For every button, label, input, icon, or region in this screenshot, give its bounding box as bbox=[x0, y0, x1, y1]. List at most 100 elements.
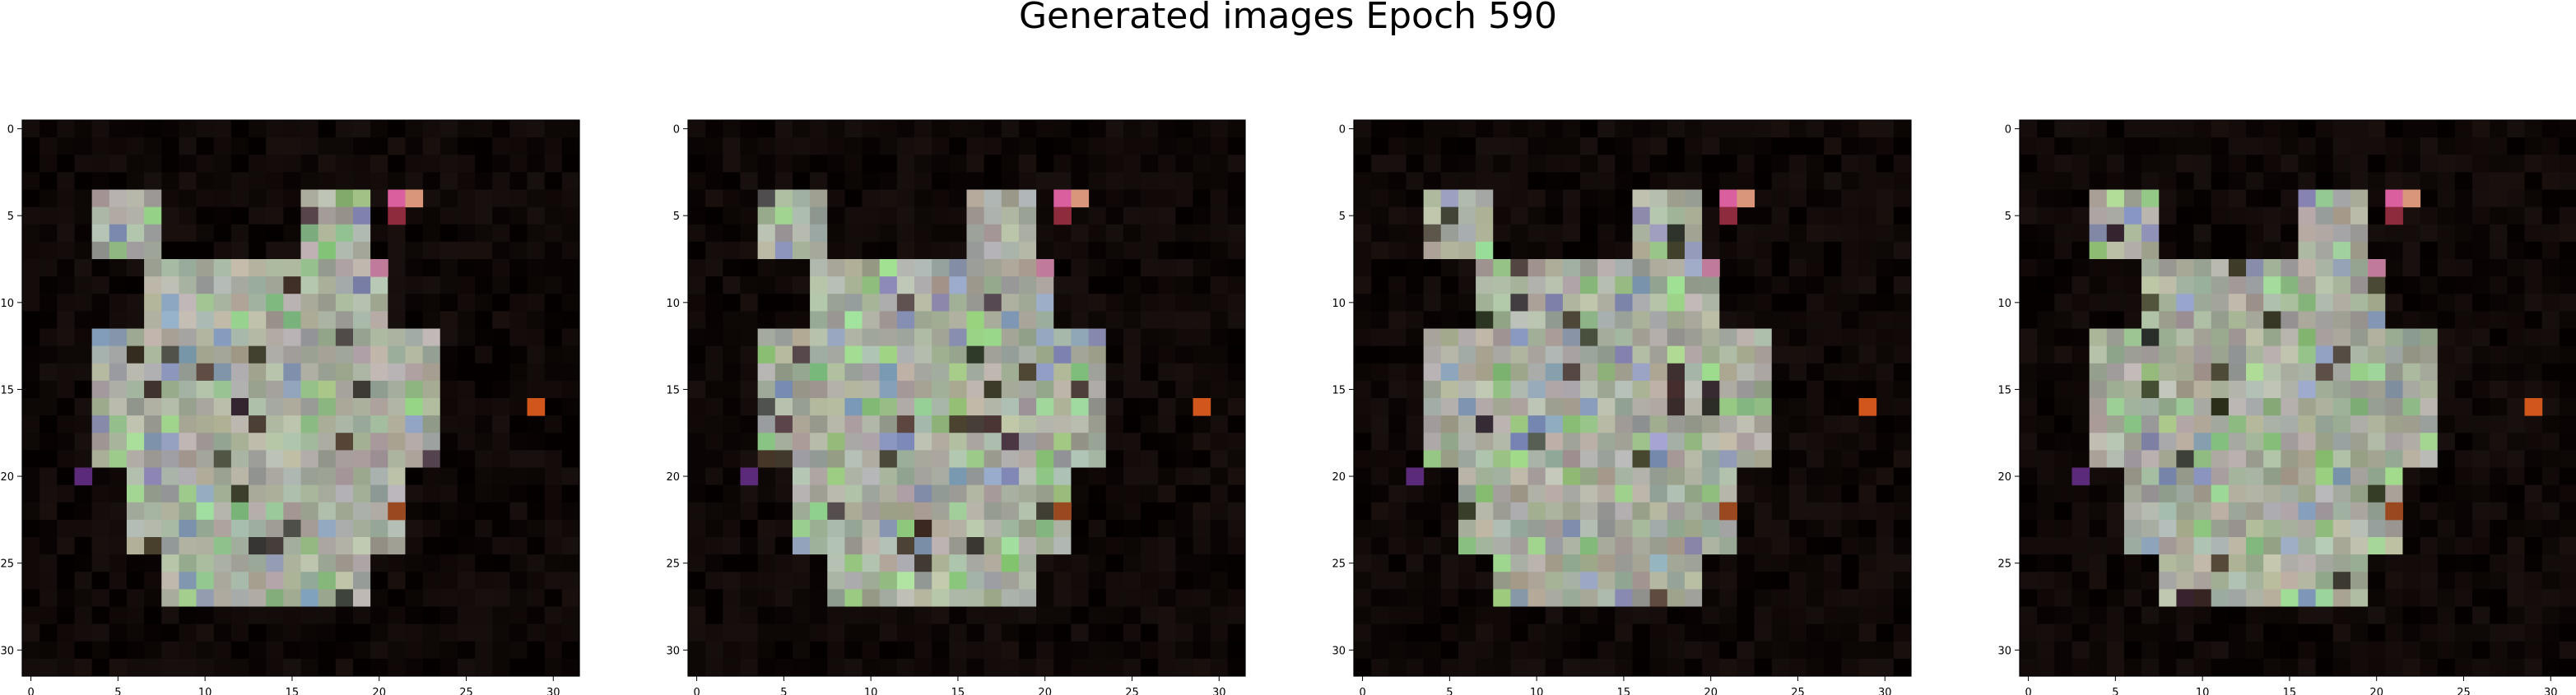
pixel-cell bbox=[2559, 172, 2576, 191]
pixel-cell bbox=[300, 398, 319, 416]
pixel-cell bbox=[1893, 589, 1912, 608]
pixel-cell bbox=[109, 415, 128, 433]
pixel-cell bbox=[422, 467, 441, 486]
pixel-cell bbox=[561, 294, 580, 312]
pixel-cell bbox=[1841, 433, 1860, 451]
pixel-cell bbox=[2159, 380, 2177, 399]
pixel-cell bbox=[126, 172, 145, 191]
pixel-cell bbox=[335, 259, 354, 277]
pixel-cell bbox=[1858, 554, 1877, 572]
pixel-cell bbox=[74, 345, 93, 364]
pixel-cell bbox=[2559, 224, 2576, 243]
pixel-cell bbox=[1354, 328, 1372, 347]
pixel-cell bbox=[266, 450, 284, 469]
pixel-cell bbox=[2159, 467, 2177, 486]
pixel-cell bbox=[492, 363, 510, 382]
x-tick-label: 10 bbox=[864, 687, 878, 695]
pixel-cell bbox=[422, 589, 441, 608]
pixel-cell bbox=[1719, 363, 1737, 382]
pixel-cell bbox=[561, 380, 580, 399]
pixel-cell bbox=[1476, 415, 1494, 433]
pixel-cell bbox=[1406, 502, 1425, 521]
pixel-cell bbox=[1458, 345, 1476, 364]
pixel-cell bbox=[196, 537, 215, 555]
pixel-cell bbox=[2454, 241, 2473, 260]
pixel-cell bbox=[827, 155, 845, 173]
pixel-cell bbox=[196, 641, 215, 660]
pixel-cell bbox=[475, 155, 493, 173]
pixel-cell bbox=[335, 241, 354, 260]
pixel-cell bbox=[1227, 433, 1246, 451]
pixel-cell bbox=[370, 502, 388, 521]
pixel-cell bbox=[1036, 345, 1054, 364]
pixel-cell bbox=[318, 311, 337, 330]
pixel-cell bbox=[2437, 328, 2456, 347]
pixel-cell bbox=[2454, 189, 2473, 208]
pixel-cell bbox=[2315, 259, 2334, 277]
pixel-cell bbox=[439, 259, 458, 277]
pixel-cell bbox=[792, 537, 811, 555]
pixel-cell bbox=[2524, 241, 2543, 260]
pixel-cell bbox=[705, 241, 723, 260]
pixel-cell bbox=[388, 241, 406, 260]
pixel-cell bbox=[1036, 241, 1054, 260]
pixel-cell bbox=[2559, 259, 2576, 277]
pixel-cell bbox=[2315, 189, 2334, 208]
pixel-cell bbox=[1053, 311, 1072, 330]
pixel-cell bbox=[91, 311, 110, 330]
pixel-cell bbox=[527, 189, 546, 208]
pixel-cell bbox=[1667, 623, 1686, 642]
pixel-cell bbox=[2315, 641, 2334, 660]
pixel-cell bbox=[91, 276, 110, 294]
pixel-cell bbox=[91, 554, 110, 572]
pixel-cell bbox=[1684, 537, 1703, 555]
pixel-cell bbox=[2071, 137, 2090, 155]
pixel-cell bbox=[1824, 484, 1842, 503]
pixel-cell bbox=[1597, 606, 1616, 625]
pixel-cell bbox=[844, 172, 863, 191]
pixel-cell bbox=[2228, 206, 2247, 225]
pixel-cell bbox=[740, 606, 759, 625]
pixel-cell bbox=[1824, 606, 1842, 625]
pixel-cell bbox=[1371, 120, 1389, 138]
pixel-cell bbox=[1141, 241, 1159, 260]
pixel-cell bbox=[1562, 120, 1581, 138]
pixel-cell bbox=[2368, 433, 2386, 451]
pixel-cell bbox=[1388, 189, 1407, 208]
pixel-cell bbox=[966, 276, 985, 294]
pixel-cell bbox=[1562, 537, 1581, 555]
pixel-cell bbox=[2106, 415, 2125, 433]
pixel-cell bbox=[1388, 433, 1407, 451]
pixel-grid bbox=[688, 120, 1246, 677]
pixel-cell bbox=[2368, 241, 2386, 260]
pixel-cell bbox=[2211, 155, 2230, 173]
pixel-cell bbox=[144, 484, 162, 503]
pixel-cell bbox=[1105, 189, 1124, 208]
pixel-cell bbox=[1702, 641, 1720, 660]
pixel-cell bbox=[2054, 641, 2072, 660]
pixel-cell bbox=[2123, 294, 2142, 312]
pixel-cell bbox=[2020, 345, 2038, 364]
pixel-cell bbox=[705, 589, 723, 608]
pixel-cell bbox=[2507, 294, 2526, 312]
pixel-cell bbox=[1545, 259, 1564, 277]
pixel-cell bbox=[2524, 658, 2543, 677]
pixel-cell bbox=[561, 311, 580, 330]
pixel-cell bbox=[1702, 658, 1720, 677]
pixel-cell bbox=[879, 155, 898, 173]
pixel-cell bbox=[757, 572, 776, 590]
pixel-cell bbox=[1737, 606, 1755, 625]
pixel-cell bbox=[2037, 502, 2055, 521]
pixel-cell bbox=[1036, 519, 1054, 538]
pixel-cell bbox=[230, 345, 249, 364]
pixel-cell bbox=[705, 155, 723, 173]
pixel-cell bbox=[2490, 537, 2508, 555]
pixel-cell bbox=[1227, 467, 1246, 486]
pixel-cell bbox=[966, 433, 985, 451]
pixel-cell bbox=[2420, 345, 2439, 364]
pixel-cell bbox=[405, 380, 424, 399]
x-tick-label: 30 bbox=[1212, 687, 1226, 695]
pixel-cell bbox=[2037, 189, 2055, 208]
pixel-cell bbox=[1841, 572, 1860, 590]
pixel-cell bbox=[527, 363, 546, 382]
